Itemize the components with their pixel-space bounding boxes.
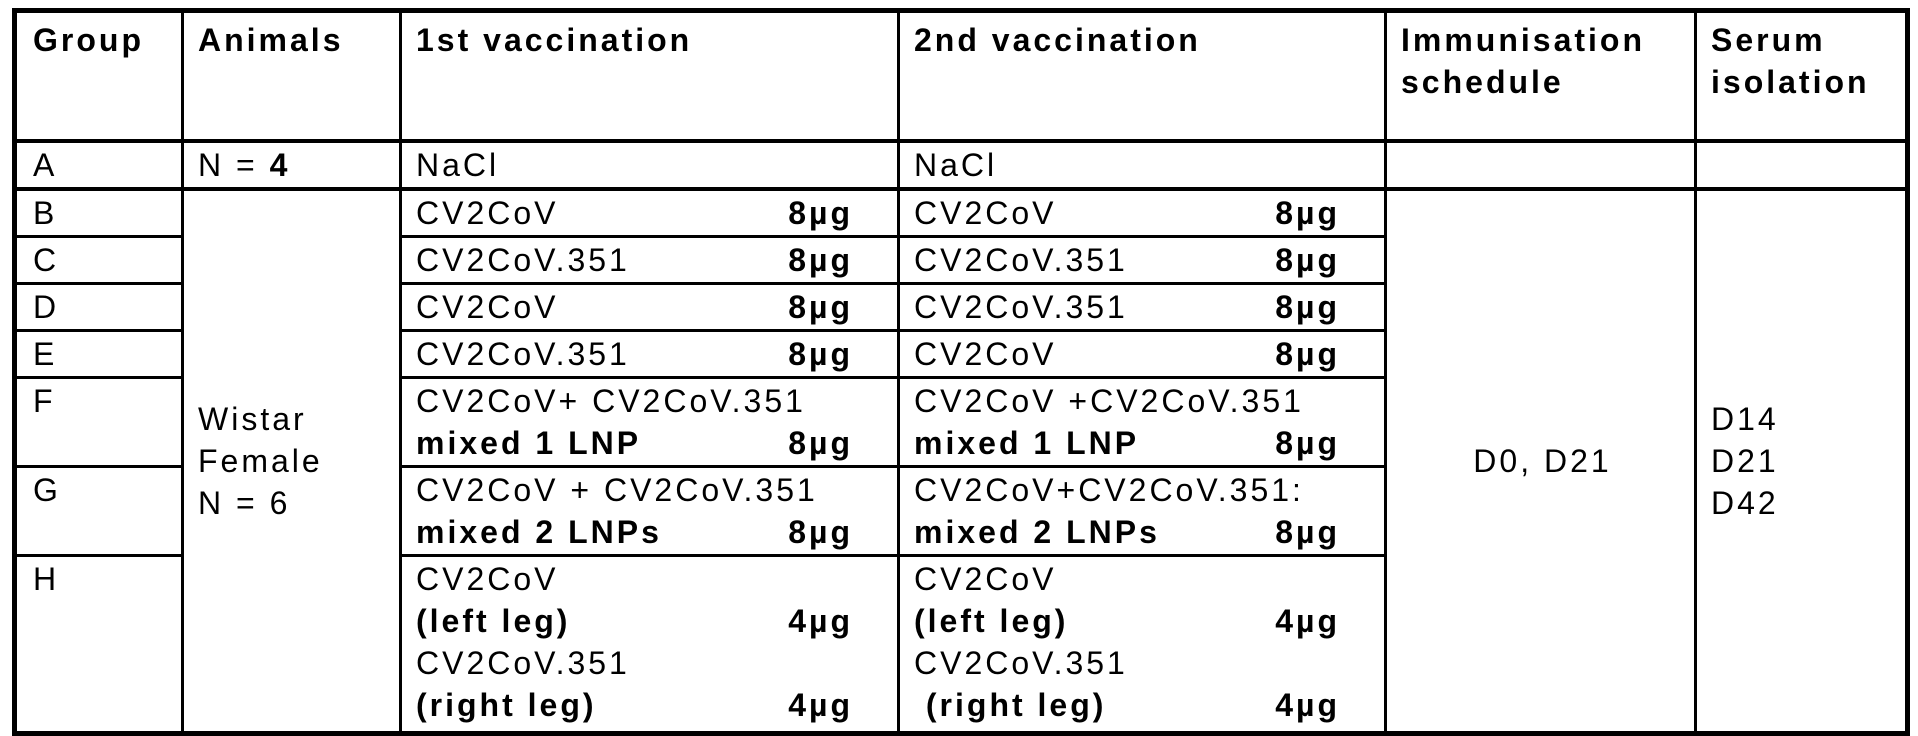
vaccine-name: CV2CoV.351 [416,644,630,681]
animals-sex: Female [198,442,323,479]
vaccine-dose: 8µg [788,335,853,372]
header-serum-line1: Serum [1711,22,1826,58]
cell-serum-a [1694,139,1909,191]
header-animals: Animals [181,9,402,143]
table-row-c: C CV2CoV.351 8µg CV2CoV.351 8µg [13,234,1908,285]
table-row-b: B Wistar Female N = 6 CV2CoV 8µg CV2CoV 8µ… [13,187,1909,735]
header-immunisation-schedule: Immunisation schedule [1384,9,1697,143]
header-2nd-vaccination: 2nd vaccination [897,9,1387,143]
vaccine-dose: 8µg [788,241,853,278]
table-row-a: A N = 4 NaCl NaCl [13,139,1909,191]
cell-schedule-merged: D0, D21 [1384,187,1697,735]
vaccine-dose: 4µg [1275,602,1340,639]
study-design-table: Group Animals 1st vaccination 2nd vaccin… [12,8,1910,736]
vaccine-dose: 8µg [1275,288,1340,325]
serum-day: D21 [1711,442,1779,479]
vaccine-name: CV2CoV.351 [416,335,630,372]
vaccine-dose: 8µg [1275,424,1340,461]
cell-vacc1-b: CV2CoV 8µg [399,187,900,238]
cell-vacc1-h: CV2CoV (left leg) 4µg CV2CoV.351 (right l… [399,553,900,735]
vaccine-leg-label: (right leg) [416,686,597,723]
cell-vacc2-h: CV2CoV (left leg) 4µg CV2CoV.351 (right l… [897,553,1387,735]
animals-n-value: 4 [269,146,291,183]
vaccine-dose: 4µg [1275,686,1340,723]
vaccine-dose: 8µg [1275,513,1340,550]
cell-vacc1-d: CV2CoV 8µg [399,281,900,332]
cell-group-f: F [13,375,184,468]
animals-count: N = 6 [198,484,291,521]
vaccine-mix-label: mixed 1 LNP [914,424,1140,461]
cell-serum-merged: D14 D21 D42 [1694,187,1909,735]
cell-group-c: C [13,234,184,285]
vaccine-name: CV2CoV +CV2CoV.351 [914,382,1304,419]
cell-vacc2-g: CV2CoV+CV2CoV.351: mixed 2 LNPs 8µg [897,464,1387,557]
vaccine-name: CV2CoV.351 [914,241,1128,278]
animals-strain: Wistar [198,400,307,437]
vaccine-dose: 4µg [788,602,853,639]
vaccine-leg-label: (right leg) [914,686,1107,723]
vaccine-mix-label: mixed 1 LNP [416,424,642,461]
cell-vacc1-a: NaCl [399,139,900,191]
cell-vacc2-d: CV2CoV.351 8µg [897,281,1387,332]
vaccine-name: CV2CoV+CV2CoV.351: [914,471,1304,508]
cell-group-a: A [13,139,184,191]
cell-vacc2-f: CV2CoV +CV2CoV.351 mixed 1 LNP 8µg [897,375,1387,468]
vaccine-leg-label: (left leg) [416,602,571,639]
cell-vacc1-g: CV2CoV + CV2CoV.351 mixed 2 LNPs 8µg [399,464,900,557]
vaccine-name: CV2CoV [914,194,1057,231]
cell-group-d: D [13,281,184,332]
serum-day: D42 [1711,484,1779,521]
serum-day: D14 [1711,400,1779,437]
cell-animals-a: N = 4 [181,139,402,191]
vaccine-dose: 8µg [1275,194,1340,231]
vaccine-dose: 8µg [788,288,853,325]
table-row-d: D CV2CoV 8µg CV2CoV.351 8µg [13,281,1908,332]
header-group: Group [13,9,184,143]
vaccine-name: CV2CoV+ CV2CoV.351 [416,382,806,419]
header-1st-vaccination: 1st vaccination [399,9,900,143]
vaccine-name: CV2CoV [416,194,559,231]
table-header-row: Group Animals 1st vaccination 2nd vaccin… [13,9,1909,143]
vaccine-dose: 8µg [788,194,853,231]
cell-vacc2-b: CV2CoV 8µg [897,187,1387,238]
vaccine-dose: 8µg [788,513,853,550]
header-serum-line2: isolation [1711,64,1870,100]
vaccine-dose: 8µg [1275,241,1340,278]
cell-vacc1-f: CV2CoV+ CV2CoV.351 mixed 1 LNP 8µg [399,375,900,468]
vaccine-name: CV2CoV [914,335,1057,372]
table-row-f: F CV2CoV+ CV2CoV.351 mixed 1 LNP 8µg CV2C… [13,375,1908,468]
table-row-g: G CV2CoV + CV2CoV.351 mixed 2 LNPs 8µg CV… [13,464,1908,557]
cell-group-e: E [13,328,184,379]
vaccine-name: CV2CoV [914,560,1057,597]
header-immunisation-line2: schedule [1401,64,1564,100]
cell-vacc2-c: CV2CoV.351 8µg [897,234,1387,285]
cell-schedule-a [1384,139,1697,191]
vaccine-mix-label: mixed 2 LNPs [416,513,662,550]
cell-vacc1-e: CV2CoV.351 8µg [399,328,900,379]
header-serum-isolation: Serum isolation [1694,9,1909,143]
header-immunisation-line1: Immunisation [1401,22,1646,58]
vaccine-name: CV2CoV [416,560,559,597]
table-row-h: H CV2CoV (left leg) 4µg CV2CoV.351 (right… [13,553,1908,735]
vaccine-dose: 4µg [788,686,853,723]
vaccine-name: CV2CoV + CV2CoV.351 [416,471,818,508]
cell-vacc2-e: CV2CoV 8µg [897,328,1387,379]
cell-group-g: G [13,464,184,557]
vaccine-name: CV2CoV [416,288,559,325]
vaccine-dose: 8µg [788,424,853,461]
cell-vacc1-c: CV2CoV.351 8µg [399,234,900,285]
vaccine-dose: 8µg [1275,335,1340,372]
vaccine-name: CV2CoV.351 [914,288,1128,325]
table-row-e: E CV2CoV.351 8µg CV2CoV 8µg [13,328,1908,379]
cell-group-h: H [13,553,184,735]
vaccine-mix-label: mixed 2 LNPs [914,513,1160,550]
vaccine-leg-label: (left leg) [914,602,1069,639]
cell-vacc2-a: NaCl [897,139,1387,191]
cell-group-b: B [13,187,184,238]
vaccine-name: CV2CoV.351 [416,241,630,278]
cell-animals-merged: Wistar Female N = 6 [181,187,402,735]
animals-n-label: N = [198,146,270,183]
vaccine-name: CV2CoV.351 [914,644,1128,681]
